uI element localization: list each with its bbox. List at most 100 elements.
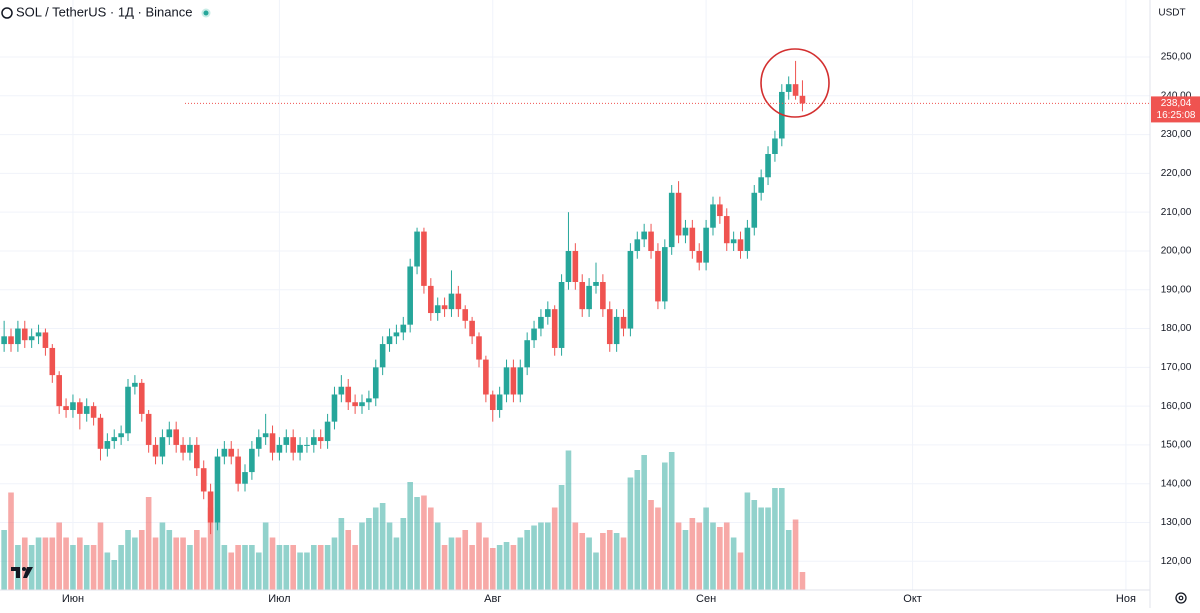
volume-bar: [283, 545, 290, 590]
volume-bar: [228, 552, 235, 590]
candle-body: [572, 250, 579, 283]
candle-body: [214, 456, 221, 523]
volume-bar: [235, 545, 241, 590]
candle-body: [1, 336, 7, 345]
candle-body: [407, 266, 413, 325]
candle-body: [104, 441, 111, 449]
volume-bar: [77, 537, 83, 590]
volume-bar: [703, 507, 709, 590]
candle-body: [77, 402, 83, 414]
candle-body: [359, 402, 365, 407]
candle-body: [180, 444, 186, 453]
volume-bar: [111, 560, 118, 590]
symbol-title[interactable]: SOL / TetherUS · 1Д · Binance: [16, 4, 192, 19]
candle-body: [297, 444, 303, 453]
volume-bar: [524, 530, 530, 590]
y-tick-label: 220,00: [1161, 168, 1192, 179]
volume-bar: [682, 530, 689, 590]
x-tick-label: Сен: [696, 593, 716, 605]
candle-body: [462, 309, 469, 321]
volume-bar: [8, 492, 14, 590]
candle-body: [276, 444, 283, 453]
candle-body: [21, 328, 28, 341]
candle-body: [97, 417, 104, 449]
candle-body: [606, 309, 613, 345]
volume-bar: [1, 530, 7, 590]
volume-bar: [125, 530, 131, 590]
volume-bar: [531, 525, 537, 590]
candle-body: [648, 231, 654, 251]
candle-body: [613, 316, 620, 345]
status-dot-inner: [203, 10, 209, 16]
volume-bar: [627, 477, 634, 590]
candle-body: [70, 402, 76, 411]
candle-body: [173, 429, 179, 445]
volume-bar: [207, 507, 214, 590]
volume-bar: [572, 522, 579, 590]
volume-bar: [90, 545, 97, 590]
volume-bar: [723, 522, 730, 590]
candle-body: [15, 328, 21, 345]
volume-bar: [63, 537, 69, 590]
candle-body: [304, 444, 310, 446]
volume-bar: [187, 545, 193, 590]
candle-body: [586, 285, 592, 310]
candle-body: [620, 316, 627, 329]
volume-bar: [434, 522, 441, 590]
candle-body: [311, 437, 317, 445]
candle-body: [469, 320, 475, 337]
volume-bar: [173, 537, 179, 590]
candle-body: [772, 138, 778, 154]
volume-bar: [751, 500, 758, 590]
candle-body: [565, 250, 572, 283]
candle-body: [132, 382, 138, 387]
volume-bar: [510, 545, 517, 590]
candle-body: [372, 367, 379, 399]
candle-body: [792, 84, 799, 96]
candle-body: [118, 433, 124, 438]
candle-body: [393, 332, 400, 337]
volume-bar: [606, 530, 613, 590]
volume-bar: [496, 545, 503, 590]
volume-bar: [772, 488, 778, 590]
candle-body: [145, 413, 152, 445]
candle-body: [682, 227, 689, 236]
candle-body: [194, 444, 200, 469]
volume-bar: [799, 572, 806, 590]
candle-body: [35, 332, 42, 337]
candle-body: [366, 398, 372, 403]
x-tick-label: Ноя: [1116, 593, 1136, 605]
settings-icon[interactable]: [1175, 592, 1187, 604]
volume-bar: [779, 488, 785, 590]
highlight-circle: [760, 48, 830, 118]
volume-bar: [290, 545, 296, 590]
candle-body: [331, 394, 338, 422]
candle-body: [345, 386, 352, 403]
volume-bar: [352, 545, 358, 590]
candle-body: [90, 406, 97, 418]
candle-body: [317, 437, 324, 442]
candle-body: [207, 491, 214, 523]
candle-body: [235, 456, 241, 484]
candle-body: [737, 239, 744, 251]
volume-bar: [689, 518, 696, 590]
candle-body: [524, 340, 530, 368]
grid: [0, 0, 1150, 590]
candle-body: [386, 336, 393, 345]
volume-bar: [97, 522, 104, 590]
symbol-icon[interactable]: [1, 7, 13, 19]
volume-bar: [331, 537, 338, 590]
volume-bar: [462, 530, 469, 590]
volume-bar: [317, 545, 324, 590]
volume-bar: [737, 552, 744, 590]
volume-bar: [255, 552, 262, 590]
volume-bar: [558, 485, 565, 590]
volume-bar: [118, 545, 124, 590]
candle-body: [551, 309, 558, 348]
candle-body: [496, 394, 503, 411]
y-tick-label: 120,00: [1161, 556, 1192, 567]
candle-body: [187, 444, 193, 453]
candle-body: [338, 386, 345, 395]
volume-bar: [56, 522, 62, 590]
currency[interactable]: USDT: [1158, 8, 1185, 19]
